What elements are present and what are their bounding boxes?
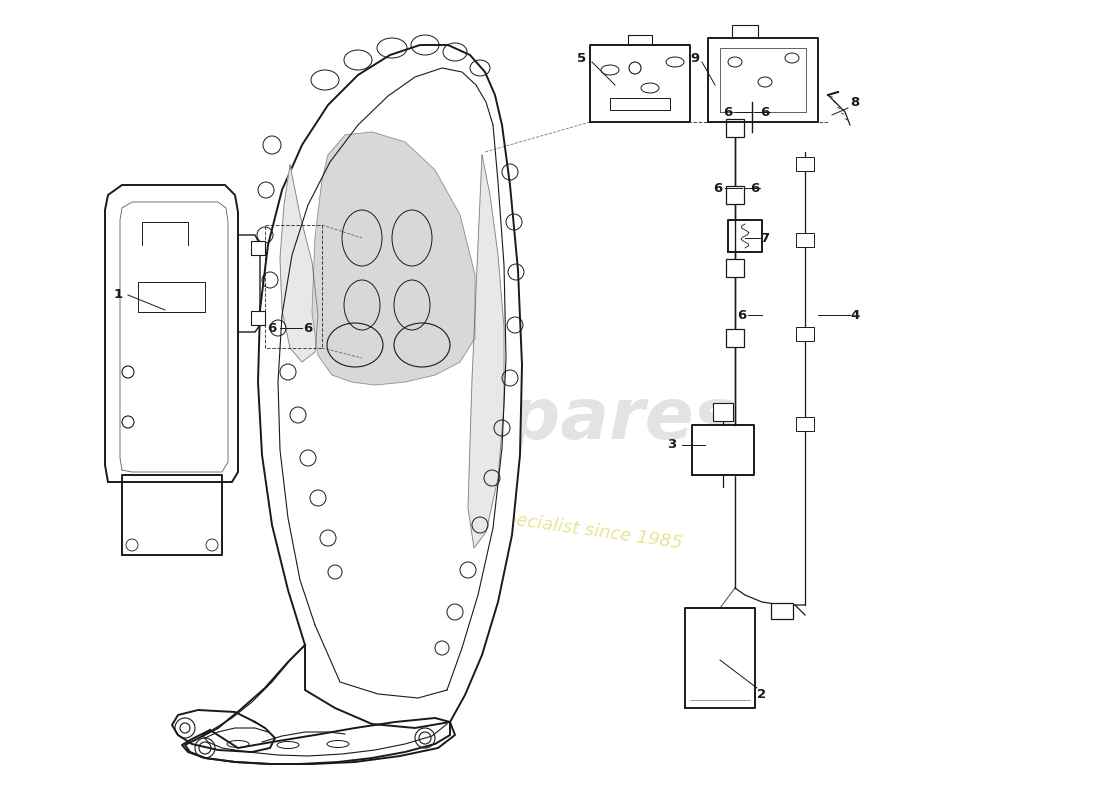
Text: 1: 1 [113,289,122,302]
Text: 5: 5 [578,51,586,65]
Text: 6: 6 [760,106,770,118]
Polygon shape [185,645,450,764]
Polygon shape [692,425,754,475]
Polygon shape [708,38,818,122]
Text: 4: 4 [850,309,859,322]
Polygon shape [258,45,522,728]
Polygon shape [468,155,504,548]
Polygon shape [172,710,275,752]
Text: 6: 6 [267,322,276,334]
Text: 6: 6 [750,182,760,194]
Text: 6: 6 [304,322,312,334]
Text: a porsche parts specialist since 1985: a porsche parts specialist since 1985 [350,488,683,552]
Text: 7: 7 [760,231,770,245]
FancyBboxPatch shape [726,186,744,204]
Text: 2: 2 [758,689,767,702]
Polygon shape [122,475,222,555]
Text: 8: 8 [850,95,859,109]
Text: 3: 3 [668,438,676,451]
FancyBboxPatch shape [796,327,814,341]
Polygon shape [590,45,690,122]
FancyBboxPatch shape [796,157,814,171]
Polygon shape [280,165,318,362]
FancyBboxPatch shape [251,241,265,255]
Polygon shape [104,185,238,482]
Text: 6: 6 [724,106,733,118]
Text: 6: 6 [714,182,723,194]
Polygon shape [728,220,762,252]
FancyBboxPatch shape [726,329,744,347]
Text: 9: 9 [691,51,700,65]
FancyBboxPatch shape [251,311,265,325]
Text: 6: 6 [737,309,747,322]
FancyBboxPatch shape [726,259,744,277]
FancyBboxPatch shape [726,119,744,137]
Polygon shape [685,608,755,708]
Text: eurospares: eurospares [280,386,737,454]
Polygon shape [182,718,455,764]
FancyBboxPatch shape [713,403,733,421]
FancyBboxPatch shape [771,603,793,619]
Polygon shape [312,132,475,385]
FancyBboxPatch shape [796,233,814,247]
FancyBboxPatch shape [796,417,814,431]
